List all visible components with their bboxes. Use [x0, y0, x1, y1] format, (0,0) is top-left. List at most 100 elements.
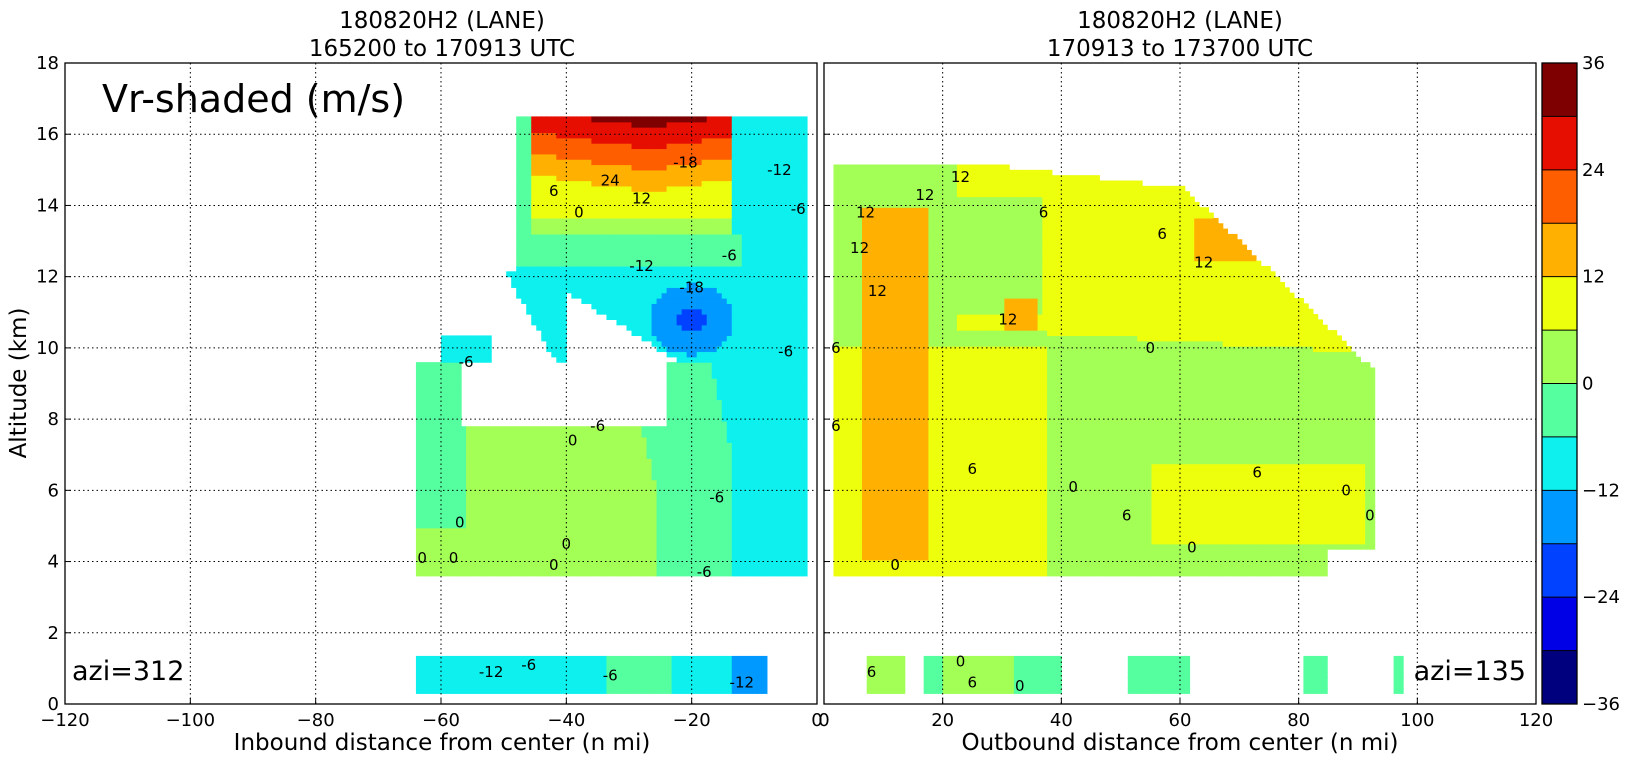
field-cell — [611, 522, 618, 529]
field-cell — [486, 346, 492, 353]
field-cell — [571, 436, 577, 443]
field-cell — [686, 287, 693, 294]
field-cell — [751, 287, 758, 294]
field-cell — [661, 292, 668, 299]
field-cell — [766, 479, 773, 486]
field-cell — [576, 282, 582, 288]
field-cell — [601, 164, 608, 171]
field-cell — [511, 431, 517, 438]
field-cell — [586, 180, 592, 187]
field-cell — [731, 458, 738, 465]
field-cell — [656, 314, 663, 320]
field-cell — [711, 372, 718, 379]
field-cell — [621, 442, 628, 449]
field-cell — [451, 479, 457, 486]
field-cell — [686, 452, 693, 459]
field-cell — [686, 517, 693, 523]
field-cell — [516, 287, 522, 294]
field-cell — [456, 559, 462, 566]
field-cell — [656, 207, 663, 214]
field-cell — [666, 180, 673, 187]
field-cell — [666, 378, 673, 385]
field-cell — [636, 260, 643, 267]
field-cell — [681, 330, 688, 337]
field-cell — [591, 249, 598, 256]
field-cell — [676, 687, 683, 694]
field-cell — [596, 260, 603, 267]
field-cell — [726, 180, 733, 187]
field-cell — [430, 495, 437, 502]
field-cell — [566, 490, 572, 497]
field-cell — [676, 431, 683, 438]
field-cell — [766, 367, 773, 374]
field-cell — [661, 303, 668, 310]
field-cell — [661, 249, 668, 256]
field-cell — [676, 410, 683, 417]
field-cell — [671, 276, 678, 283]
field-cell — [691, 479, 698, 486]
field-cell — [441, 404, 447, 411]
field-cell — [451, 415, 457, 422]
field-cell — [556, 201, 562, 208]
field-cell — [430, 436, 437, 443]
field-cell — [516, 180, 522, 187]
field-cell — [616, 479, 623, 486]
field-cell — [546, 132, 552, 139]
field-cell — [676, 538, 683, 545]
field-cell — [686, 463, 693, 470]
field-cell — [606, 132, 613, 139]
field-cell — [591, 565, 598, 572]
field-cell — [631, 682, 638, 689]
field-cell — [581, 153, 587, 160]
field-cell — [716, 554, 723, 561]
field-cell — [696, 415, 703, 422]
field-cell — [721, 559, 728, 566]
field-cell — [701, 474, 708, 481]
field-cell — [511, 559, 517, 566]
field-cell — [546, 517, 552, 523]
field-cell — [756, 282, 763, 288]
field-cell — [711, 479, 718, 486]
field-cell — [435, 410, 442, 417]
field-cell — [686, 191, 693, 198]
field-cell — [616, 282, 623, 288]
field-cell — [641, 474, 648, 481]
field-cell — [666, 677, 673, 684]
field-cell — [621, 426, 628, 433]
field-cell — [471, 511, 477, 518]
field-cell — [661, 495, 668, 502]
field-cell — [621, 164, 628, 171]
field-cell — [761, 495, 768, 502]
field-cell — [491, 527, 497, 534]
field-cell — [466, 490, 472, 497]
field-cell — [656, 522, 663, 529]
field-cell — [586, 436, 592, 443]
field-cell — [721, 426, 728, 433]
field-cell — [621, 169, 628, 176]
field-cell — [741, 351, 748, 358]
field-cell — [646, 271, 653, 278]
field-cell — [756, 661, 763, 668]
field-cell — [576, 127, 582, 134]
field-cell — [741, 431, 748, 438]
field-cell — [446, 655, 452, 662]
field-cell — [681, 458, 688, 465]
field-cell — [461, 527, 467, 534]
field-cell — [581, 559, 587, 566]
field-cell — [766, 378, 773, 385]
field-cell — [676, 191, 683, 198]
field-cell — [751, 687, 758, 694]
field-cell — [676, 522, 683, 529]
field-cell — [726, 372, 733, 379]
field-cell — [606, 655, 613, 662]
field-cell — [701, 292, 708, 299]
field-cell — [686, 228, 693, 235]
field-cell — [566, 479, 572, 486]
field-cell — [621, 671, 628, 678]
field-cell — [451, 671, 457, 678]
field-cell — [736, 687, 743, 694]
field-cell — [711, 159, 718, 166]
field-cell — [711, 404, 718, 411]
field-cell — [671, 415, 678, 422]
field-cell — [501, 687, 507, 694]
